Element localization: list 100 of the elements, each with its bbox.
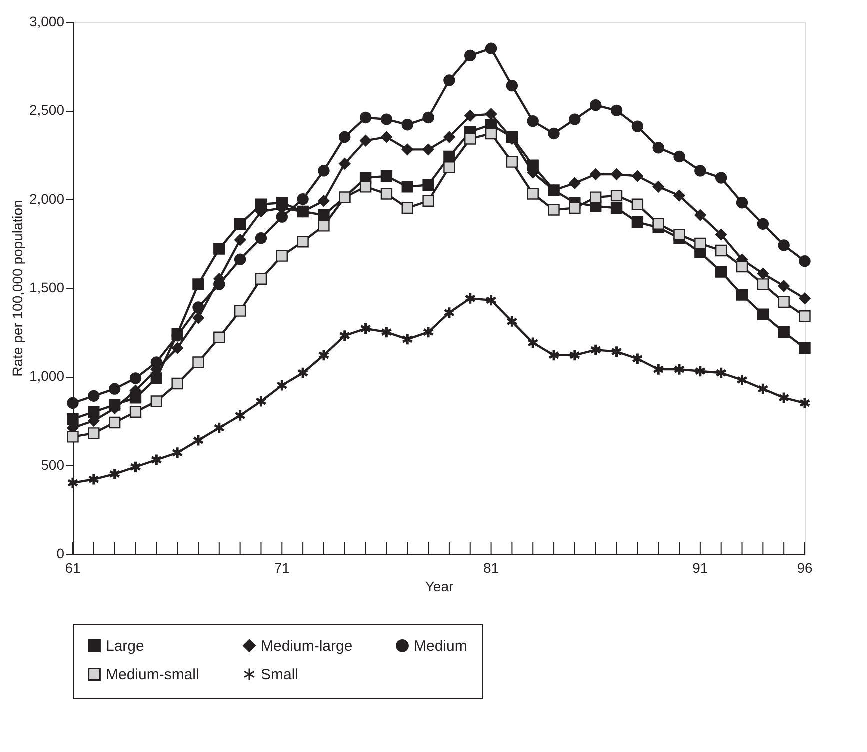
point [590, 344, 602, 357]
point [736, 197, 748, 209]
point [674, 190, 686, 202]
point [380, 170, 393, 182]
point [318, 195, 330, 207]
point [778, 326, 790, 338]
point [88, 390, 100, 402]
legend-label: Medium-large [261, 638, 353, 655]
point [234, 254, 246, 266]
point [172, 378, 184, 390]
y-axis-title: Rate per 100,000 population [9, 200, 26, 377]
point [548, 128, 560, 140]
point [569, 178, 581, 190]
x-tick-label: 81 [483, 560, 500, 576]
point [569, 202, 581, 214]
point [444, 150, 456, 163]
point [464, 110, 476, 122]
point [757, 308, 770, 320]
point [506, 315, 518, 328]
point [67, 431, 79, 443]
point [799, 256, 811, 268]
y-tick-label: 0 [56, 546, 65, 562]
point [506, 156, 518, 168]
point [422, 144, 434, 156]
point [234, 234, 246, 246]
point [674, 150, 686, 163]
y-tick-label: 2,000 [29, 190, 65, 207]
point [150, 396, 162, 408]
point [360, 322, 372, 336]
point [255, 232, 268, 244]
point [736, 374, 748, 387]
point [422, 112, 434, 124]
legend-label: Medium [414, 638, 468, 655]
point [674, 228, 686, 241]
point [716, 228, 728, 241]
point [590, 192, 602, 204]
point [527, 115, 539, 128]
point [192, 434, 204, 447]
point [610, 202, 623, 214]
point [339, 158, 351, 170]
point [610, 104, 623, 116]
point [172, 342, 184, 354]
point [716, 172, 728, 184]
point [150, 372, 162, 384]
y-tick-label: 500 [41, 456, 65, 473]
point [736, 289, 748, 301]
point [422, 326, 434, 339]
point [214, 332, 226, 344]
point [192, 302, 204, 314]
point [192, 356, 204, 368]
legend-label: Small [261, 666, 299, 684]
point [652, 218, 664, 230]
point [150, 454, 162, 467]
point [402, 332, 414, 346]
point [506, 80, 518, 92]
point [339, 131, 351, 144]
point [318, 209, 330, 222]
point [569, 348, 581, 362]
point [422, 179, 434, 191]
point [192, 312, 204, 324]
point [67, 397, 79, 410]
point [778, 296, 790, 308]
point [214, 243, 226, 255]
point [109, 468, 121, 481]
point [444, 74, 456, 86]
x-tick-label: 91 [692, 560, 708, 576]
point [485, 294, 498, 307]
point [610, 190, 623, 202]
point [716, 366, 728, 380]
point [757, 382, 769, 396]
point [799, 396, 811, 410]
point [360, 181, 372, 193]
point [276, 379, 288, 392]
point [694, 364, 706, 378]
point [318, 220, 330, 232]
point [778, 280, 790, 292]
point [799, 292, 811, 304]
point [590, 100, 602, 112]
point [652, 363, 664, 376]
point [527, 188, 539, 200]
x-tick-label: 61 [65, 560, 81, 576]
point [360, 134, 372, 147]
point [444, 131, 456, 144]
point [778, 240, 790, 252]
point [108, 383, 121, 395]
point [402, 119, 414, 131]
legend-label: Medium-small [106, 666, 200, 684]
point [757, 218, 770, 230]
y-tick-label: 3,000 [29, 14, 65, 30]
point [108, 416, 121, 429]
point [632, 170, 644, 182]
point [694, 165, 706, 177]
point [569, 114, 581, 126]
point [632, 352, 644, 366]
point [402, 144, 414, 156]
point [297, 366, 309, 380]
point [694, 209, 706, 222]
x-tick-label: 71 [274, 560, 290, 576]
point [652, 142, 664, 154]
point [67, 476, 79, 490]
